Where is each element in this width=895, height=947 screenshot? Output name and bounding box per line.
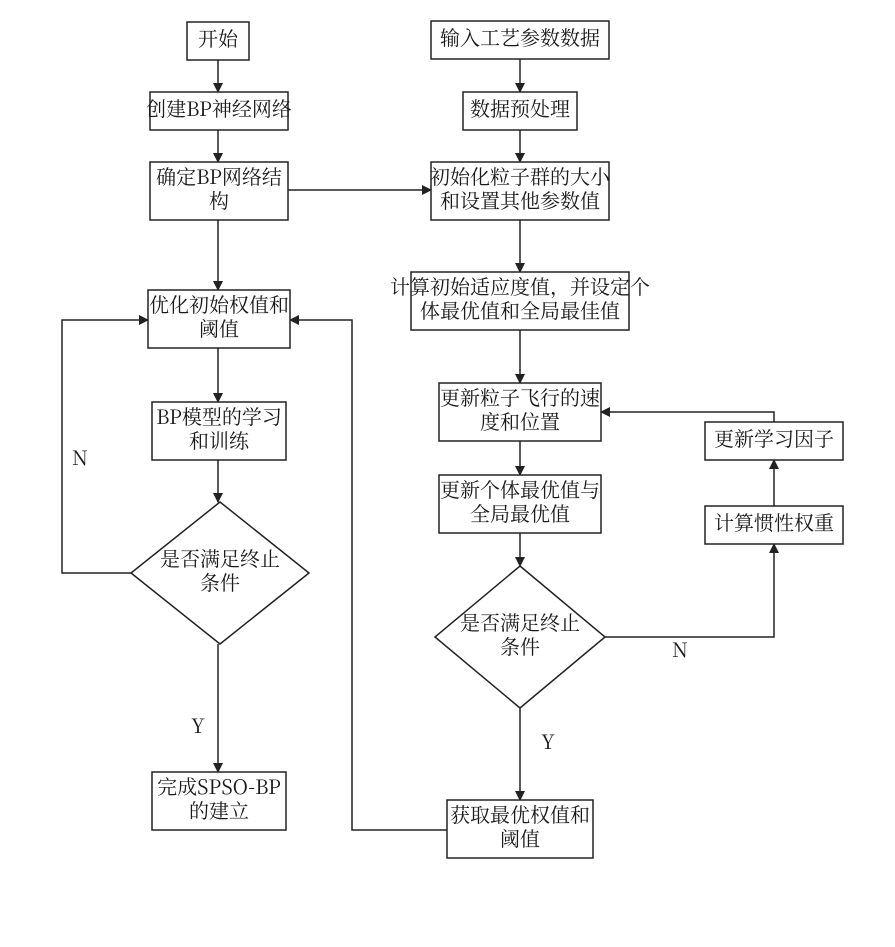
node-initSwarm: 初始化粒子群的大小和设置其他参数值 <box>430 161 611 220</box>
node-termL: 是否满足终止条件 <box>131 502 309 644</box>
node-label-preproc-line0: 数据预处理 <box>470 93 570 122</box>
node-bpTrain: BP模型的学习和训练 <box>152 401 286 460</box>
node-label-createBP-line0: 创建BP神经网络 <box>146 93 292 122</box>
node-updateBest: 更新个体最优值与全局最优值 <box>439 474 601 533</box>
node-label-initSwarm-line1: 和设置其他参数值 <box>440 185 600 214</box>
edge-getBest-optInit <box>290 320 447 830</box>
node-termR: 是否满足终止条件 <box>435 566 605 708</box>
node-inputParam: 输入工艺参数数据 <box>431 21 609 59</box>
node-label-termR-line1: 条件 <box>500 631 540 660</box>
node-label-calcW-line0: 计算惯性权重 <box>714 507 834 536</box>
node-label-bpStruct-line1: 构 <box>209 185 229 214</box>
edge-label-termR-getBest: Y <box>541 726 555 755</box>
node-label-termL-line1: 条件 <box>200 567 240 596</box>
node-calcW: 计算惯性权重 <box>705 506 843 544</box>
node-updateVel: 更新粒子飞行的速度和位置 <box>439 382 601 441</box>
node-optInit: 优化初始权值和阈值 <box>148 289 290 348</box>
node-label-updateVel-line1: 度和位置 <box>480 406 560 435</box>
node-label-inputParam-line0: 输入工艺参数数据 <box>440 22 600 51</box>
node-label-calcFit-line1: 体最优值和全局最佳值 <box>420 295 620 324</box>
node-label-optInit-line1: 阈值 <box>199 313 239 342</box>
node-label-updateBest-line1: 全局最优值 <box>470 498 570 527</box>
node-label-bpTrain-line1: 和训练 <box>189 425 250 454</box>
node-label-updLF-line0: 更新学习因子 <box>714 423 834 452</box>
edge-label-termR-calcW: N <box>672 634 688 663</box>
node-preproc: 数据预处理 <box>463 92 577 130</box>
node-getBest: 获取最优权值和阈值 <box>447 799 593 858</box>
flowchart-canvas: Y N Y N 开始创建BP神经网络确定BP网络结构优化初始权值和阈值 BP模型的学习和训… <box>0 0 895 947</box>
node-start: 开始 <box>187 22 249 60</box>
node-label-finish-line1: 的建立 <box>189 795 249 824</box>
edge-label-termL-optInit: N <box>72 442 88 471</box>
nodes-layer: 开始创建BP神经网络确定BP网络结构优化初始权值和阈值 BP模型的学习和训练是否满… <box>131 21 843 858</box>
node-bpStruct: 确定BP网络结构 <box>150 161 288 220</box>
edge-updLF-updateVel <box>601 412 774 422</box>
edge-termR-calcW <box>605 544 774 637</box>
node-updLF: 更新学习因子 <box>705 422 843 460</box>
node-createBP: 创建BP神经网络 <box>146 92 292 130</box>
node-calcFit: 计算初始适应度值，并设定个体最优值和全局最佳值 <box>390 271 650 330</box>
edge-label-termL-finish: Y <box>191 710 205 739</box>
node-label-getBest-line1: 阈值 <box>500 823 540 852</box>
node-finish: 完成SPSO-BP的建立 <box>152 771 286 830</box>
node-label-start-line0: 开始 <box>198 23 239 52</box>
